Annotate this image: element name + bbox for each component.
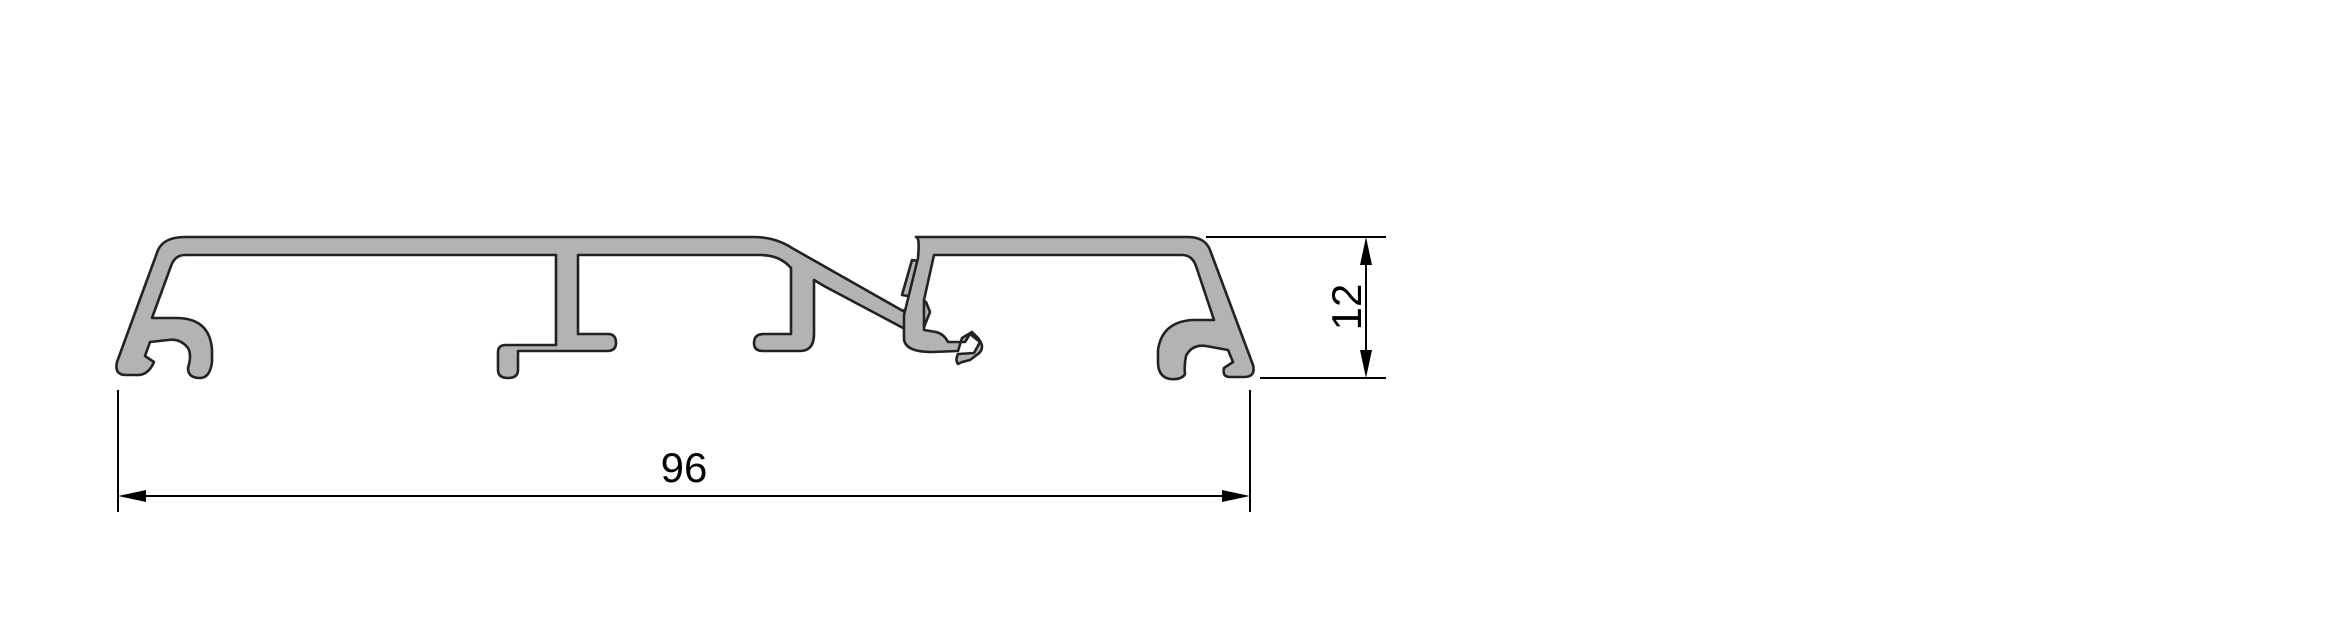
width-dimension-label: 96 [661, 444, 708, 491]
width-arrow-right [1222, 490, 1250, 502]
profile-left-section [115, 235, 932, 380]
width-arrow-left [118, 490, 146, 502]
width-dimension: 96 [117, 390, 1251, 512]
height-dimension: 12 [1206, 236, 1386, 379]
height-dimension-label: 12 [1323, 284, 1370, 331]
height-arrow-top [1360, 237, 1372, 265]
profile-right-section [902, 235, 1255, 381]
height-arrow-bottom [1360, 350, 1372, 378]
profile-cross-section [115, 235, 1255, 381]
